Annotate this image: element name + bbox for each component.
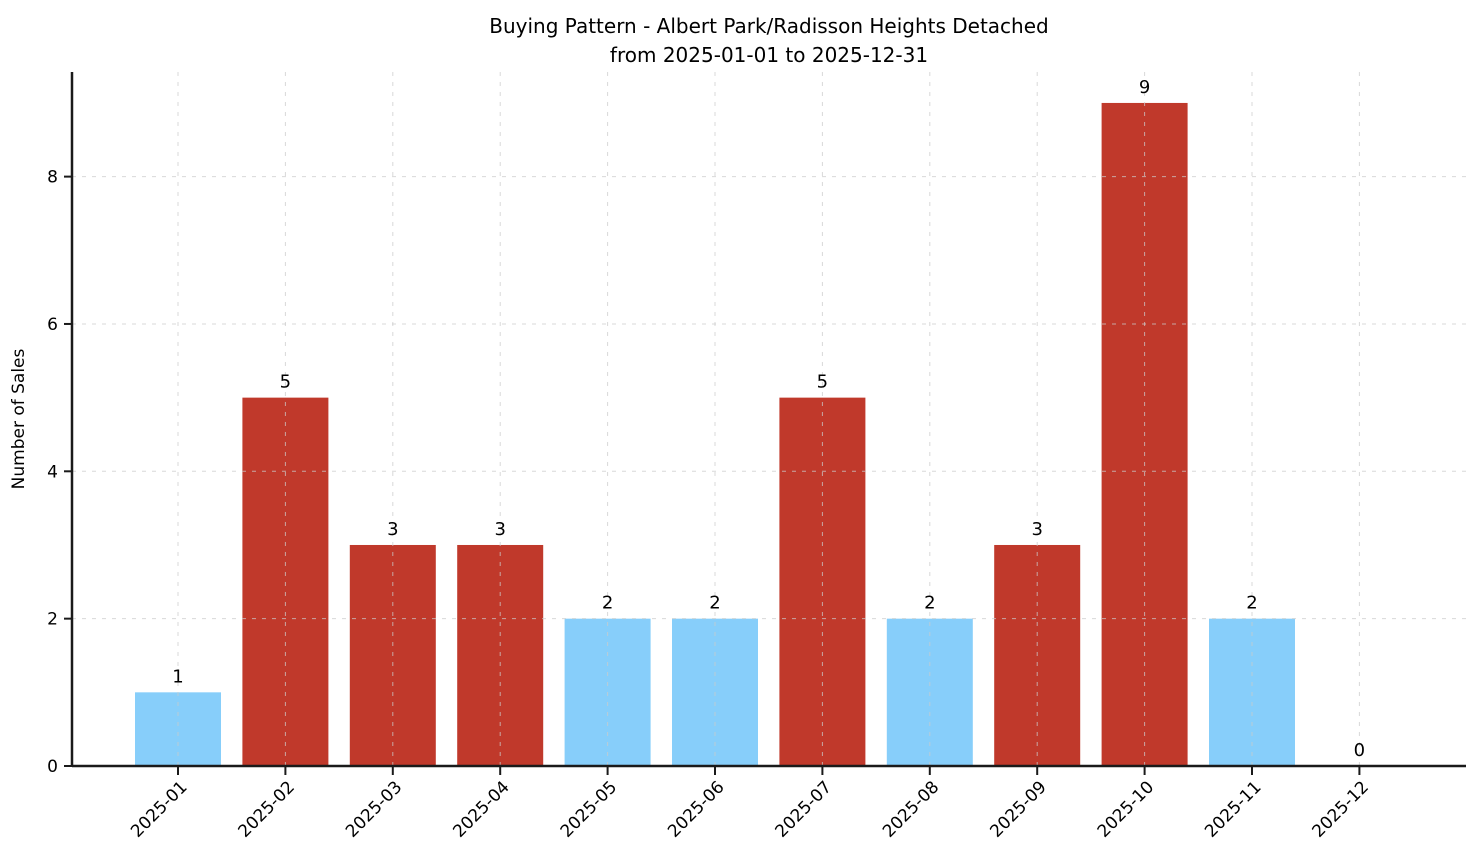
y-tick-label: 8 [47, 168, 58, 188]
bar-value-label: 3 [1031, 519, 1042, 540]
chart-title-line1: Buying Pattern - Albert Park/Radisson He… [489, 14, 1048, 38]
chart-title-line2: from 2025-01-01 to 2025-12-31 [610, 43, 928, 67]
bar-value-label: 1 [172, 666, 183, 687]
bar-value-label: 5 [817, 372, 828, 393]
gridlines-group [72, 72, 1466, 766]
bar-value-label: 2 [709, 593, 720, 614]
bar-value-label: 3 [494, 519, 505, 540]
bar-value-label: 3 [387, 519, 398, 540]
bar-value-label: 9 [1139, 77, 1150, 98]
y-tick-label: 6 [47, 315, 58, 335]
bar-value-labels-group: 1 5 3 3 2 2 5 2 3 9 2 0 [172, 77, 1365, 761]
y-tick-label: 0 [47, 757, 58, 777]
bar-value-label: 0 [1354, 740, 1365, 761]
bar-value-label: 5 [280, 372, 291, 393]
y-axis-label: Number of Sales [9, 348, 29, 489]
y-tick-label: 4 [47, 462, 58, 482]
axis-spines [70, 72, 1466, 768]
bar-value-label: 2 [924, 593, 935, 614]
bar-value-label: 2 [1246, 593, 1257, 614]
y-tick-label: 2 [47, 610, 58, 630]
bar-value-label: 2 [602, 593, 613, 614]
tick-marks-group [64, 175, 1361, 775]
